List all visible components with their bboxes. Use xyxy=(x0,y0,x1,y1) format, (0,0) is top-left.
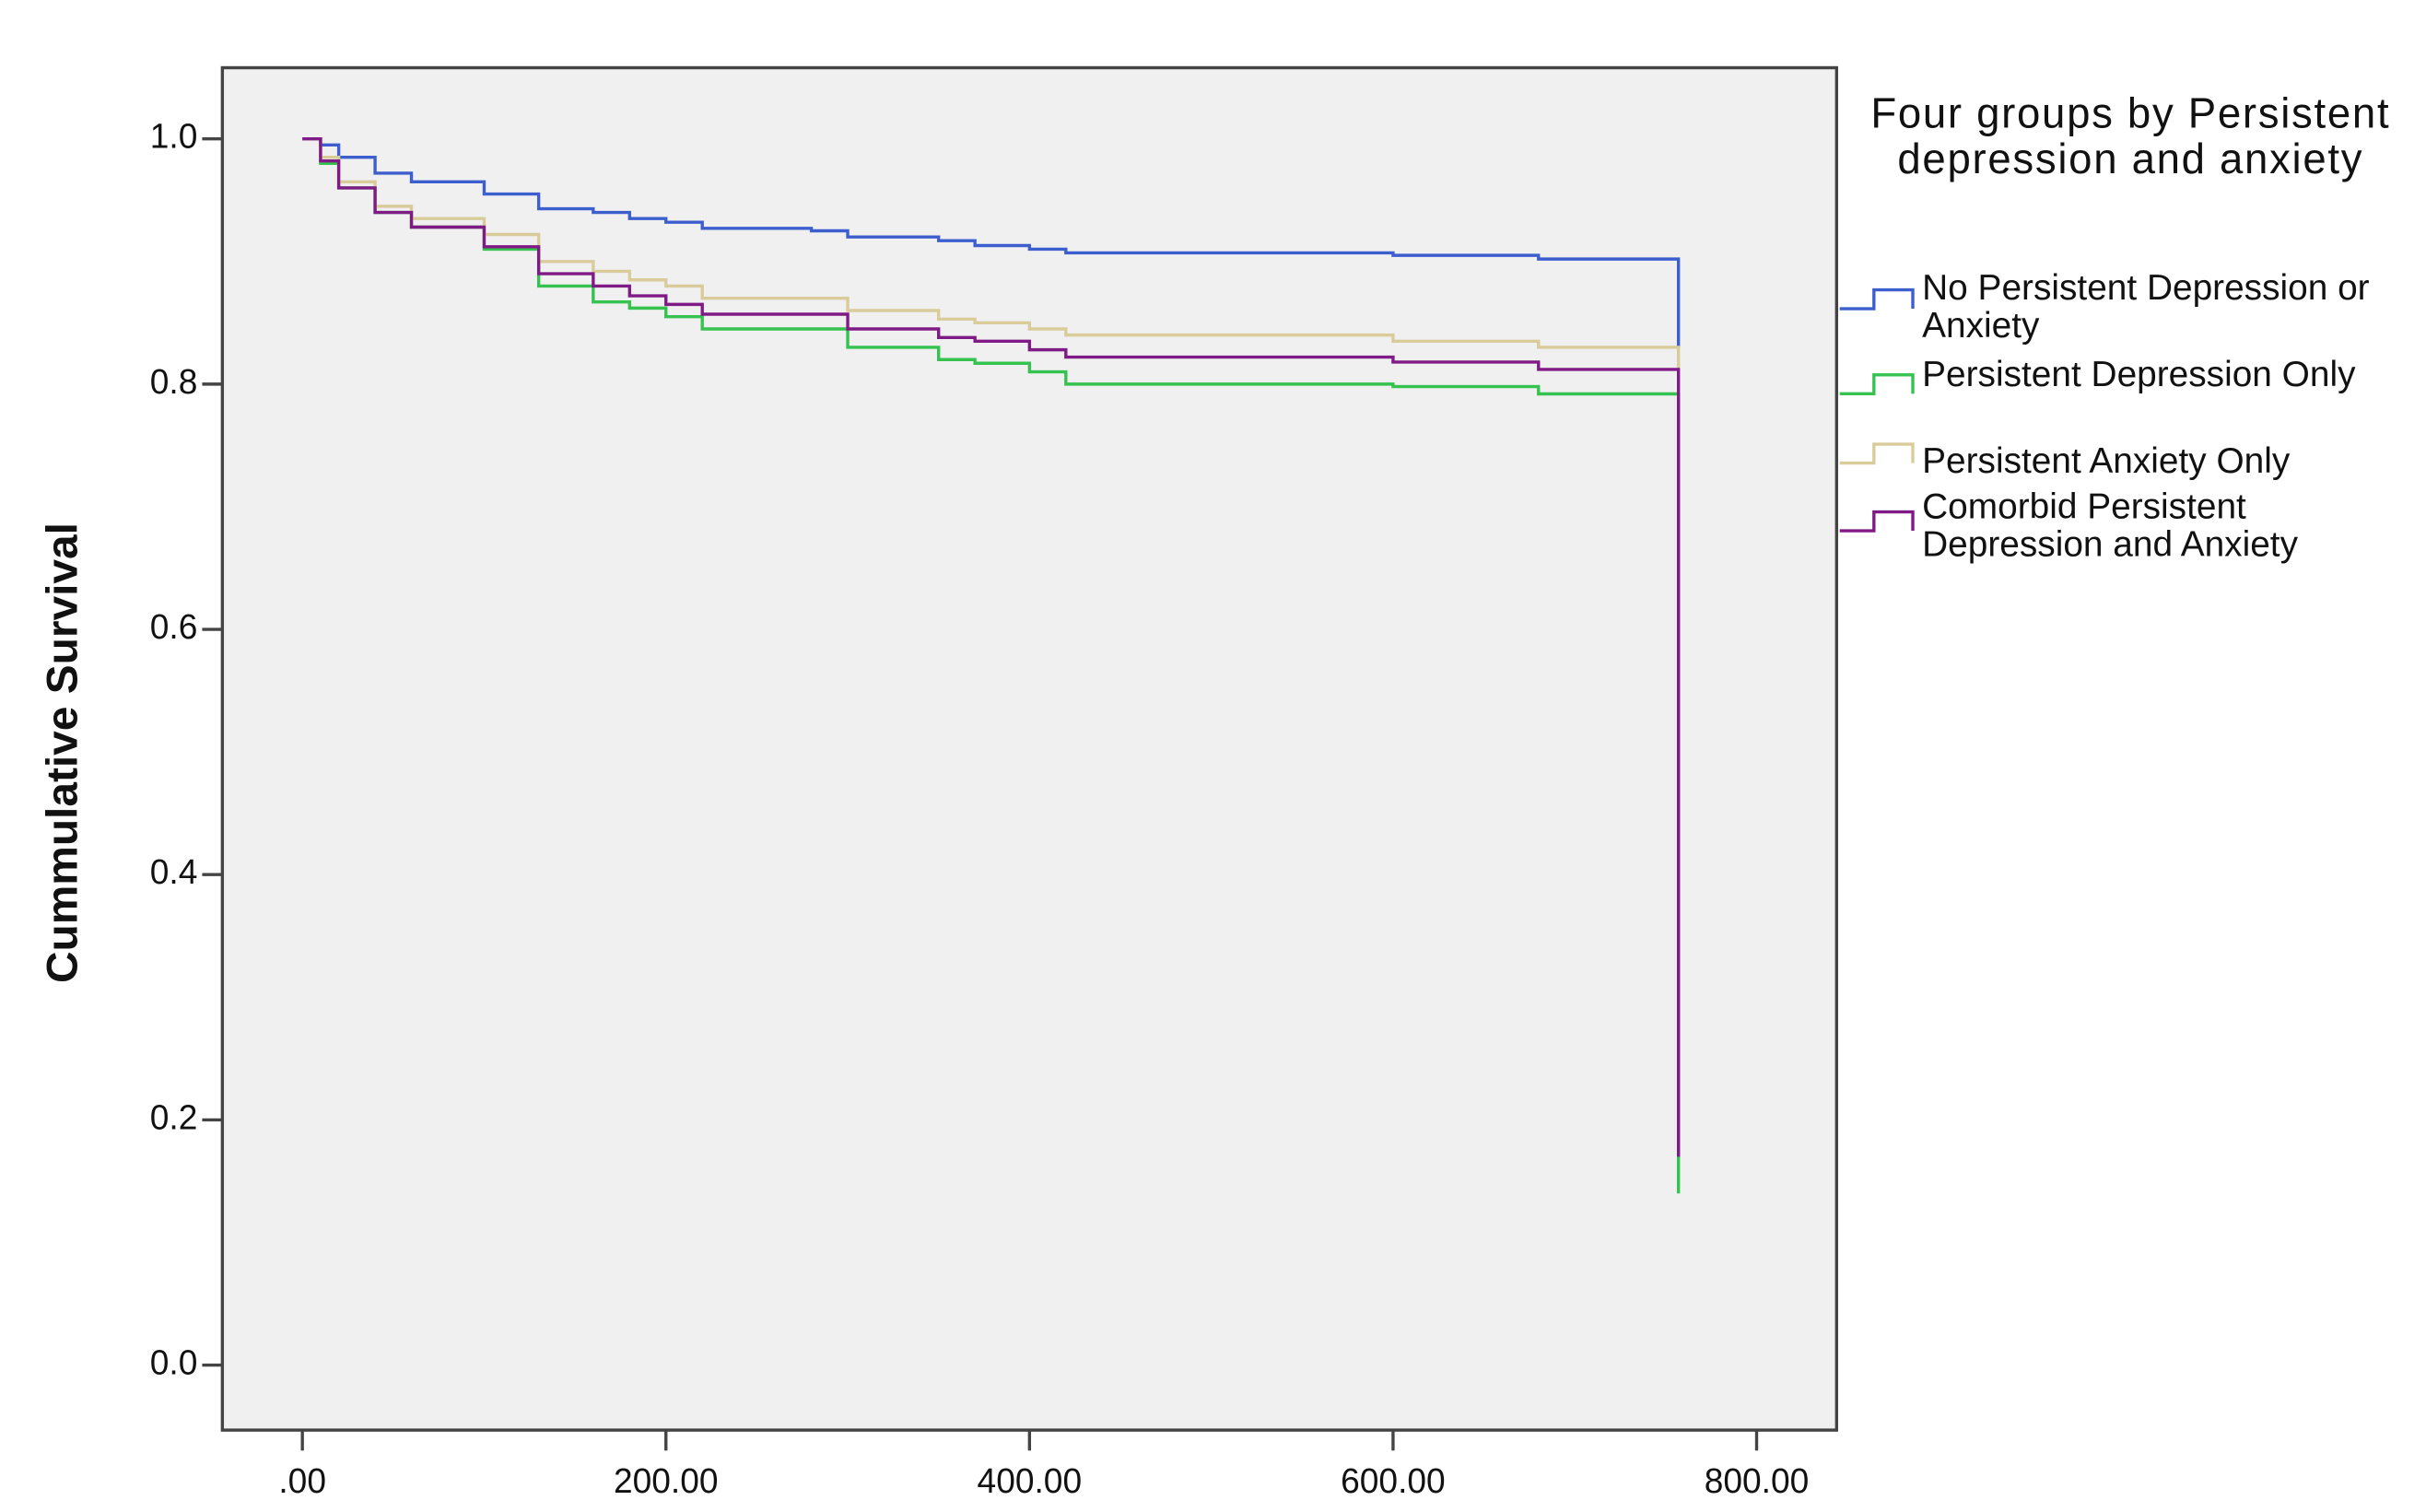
legend-item-box: Persistent Anxiety Only xyxy=(1922,440,2291,481)
legend-symbol xyxy=(1839,287,1915,311)
plot-area xyxy=(220,65,1839,1432)
x-tick-label: 600.00 xyxy=(1341,1461,1446,1500)
y-tick-label: 0.8 xyxy=(150,362,198,401)
legend-label: Persistent Depression Only xyxy=(1922,354,2356,394)
legend-item-box: No Persistent Depression or Anxiety xyxy=(1922,267,2370,346)
x-tick-label: .00 xyxy=(278,1461,326,1500)
legend-label: Persistent Anxiety Only xyxy=(1922,440,2291,481)
legend-item-box: Persistent Depression Only xyxy=(1922,354,2356,394)
legend-symbol xyxy=(1839,373,1915,396)
x-tick-label: 200.00 xyxy=(614,1461,719,1500)
legend-title-box: Four groups by Persistent depression and… xyxy=(1870,91,2391,183)
y-tick-label: 0.0 xyxy=(150,1342,198,1381)
survival-line xyxy=(302,136,1681,347)
y-tick-label: 0.4 xyxy=(150,852,198,891)
legend-title: Four groups by Persistent depression and… xyxy=(1870,91,2391,183)
legend-label: No Persistent Depression or Anxiety xyxy=(1922,267,2370,346)
legend-label: Comorbid Persistent Depression and Anxie… xyxy=(1922,486,2299,564)
y-tick-label: 0.2 xyxy=(150,1097,198,1136)
legend-symbol xyxy=(1839,442,1915,465)
legend-symbol xyxy=(1839,510,1915,533)
y-axis-label: Cummulative Survival xyxy=(39,522,88,983)
y-tick-label: 1.0 xyxy=(150,116,198,155)
x-tick-label: 800.00 xyxy=(1705,1461,1810,1500)
y-tick-label: 0.6 xyxy=(150,607,198,646)
legend-item-box: Comorbid Persistent Depression and Anxie… xyxy=(1922,486,2299,564)
x-tick-label: 400.00 xyxy=(978,1461,1083,1500)
survival-line xyxy=(302,136,1681,1157)
survival-line xyxy=(302,136,1681,372)
